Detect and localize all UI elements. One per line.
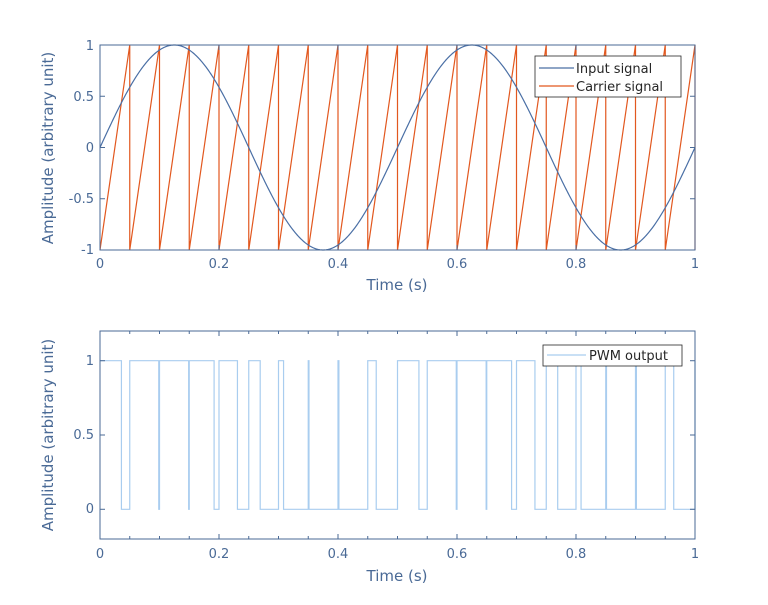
- bottom-xtick-5: 1: [691, 547, 699, 562]
- top-ytick-4: 1: [86, 39, 94, 54]
- top-ytick-2: 0: [86, 141, 94, 156]
- top-xtick-3: 0.6: [447, 257, 468, 272]
- bottom-axis-ticks: [100, 331, 695, 539]
- bottom-xlabel: Time (s): [366, 567, 428, 585]
- top-axis-ticks: [100, 45, 695, 250]
- top-ylabel: Amplitude (arbitrary unit): [39, 52, 57, 245]
- bottom-ytick-1: 0.5: [73, 428, 94, 443]
- bottom-xtick-2: 0.4: [328, 547, 349, 562]
- bottom-xtick-1: 0.2: [209, 547, 230, 562]
- top-ytick-3: 0.5: [73, 90, 94, 105]
- legend-carrier-label: Carrier signal: [576, 80, 663, 95]
- input-signal-line: [99, 44, 696, 251]
- bottom-xtick-3: 0.6: [447, 547, 468, 562]
- bottom-ylabel: Amplitude (arbitrary unit): [39, 339, 57, 532]
- top-xtick-5: 1: [691, 257, 699, 272]
- bottom-legend: PWM output: [542, 344, 683, 367]
- legend-input-label: Input signal: [576, 62, 652, 77]
- top-ytick-0: -1: [81, 243, 94, 258]
- top-legend: Input signal Carrier signal: [534, 55, 682, 98]
- pwm-output-line: [100, 360, 696, 510]
- top-xlabel: Time (s): [366, 276, 428, 294]
- top-xtick-4: 0.8: [566, 257, 587, 272]
- top-xtick-2: 0.4: [328, 257, 349, 272]
- bottom-ytick-2: 1: [86, 354, 94, 369]
- bottom-xtick-0: 0: [96, 547, 104, 562]
- bottom-axes: 0 0.2 0.4 0.6 0.8 1 0 0.5 1 Time (s) Amp…: [39, 330, 699, 585]
- bottom-ytick-0: 0: [86, 502, 94, 517]
- bottom-plot-lines: [100, 360, 696, 510]
- top-ytick-1: -0.5: [69, 192, 94, 207]
- top-axes: 0 0.2 0.4 0.6 0.8 1 -1 -0.5 0 0.5 1 Time…: [39, 39, 699, 294]
- top-xtick-0: 0: [96, 257, 104, 272]
- bottom-xtick-4: 0.8: [566, 547, 587, 562]
- top-xtick-1: 0.2: [209, 257, 230, 272]
- legend-pwm-label: PWM output: [589, 349, 668, 364]
